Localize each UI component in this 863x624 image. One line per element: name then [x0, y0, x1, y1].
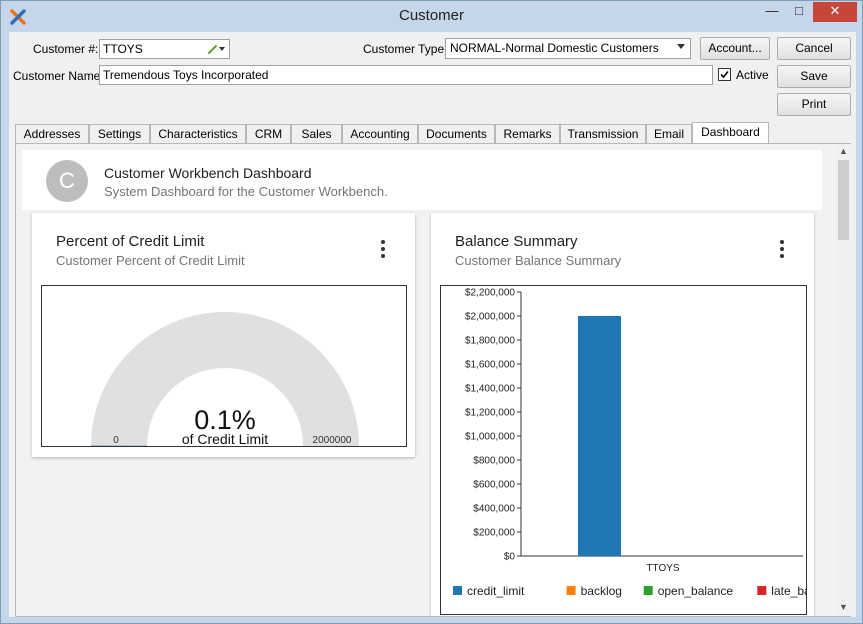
tab-transmission[interactable]: Transmission — [560, 124, 646, 144]
credit-card-subtitle: Customer Percent of Credit Limit — [56, 253, 245, 268]
tab-addresses[interactable]: Addresses — [15, 124, 89, 144]
bar-credit_limit — [578, 316, 621, 556]
gauge-max-label: 2000000 — [313, 435, 352, 446]
customer-name-label: Customer Name: — [13, 69, 104, 83]
chevron-down-icon — [677, 44, 685, 49]
balance-bar-chart: $0 $200,000 $400,000 $600,000 $800,000 $1,000… — [453, 288, 807, 598]
balance-summary-card: Balance Summary Customer Balance Summary… — [431, 213, 814, 616]
dashboard-header: C Customer Workbench Dashboard System Da… — [22, 150, 822, 210]
account-button[interactable]: Account... — [700, 37, 770, 60]
y-tick-label: $1,000,000 — [465, 432, 515, 443]
y-tick-label: $1,800,000 — [465, 336, 515, 347]
x-tick-label: TTOYS — [646, 563, 679, 574]
tab-remarks[interactable]: Remarks — [495, 124, 560, 144]
tab-characteristics[interactable]: Characteristics — [150, 124, 246, 144]
customer-number-label: Customer #: — [33, 42, 99, 56]
y-tick-label: $0 — [504, 552, 516, 563]
dashboard-panel: C Customer Workbench Dashboard System Da… — [15, 143, 851, 617]
save-button[interactable]: Save — [777, 65, 851, 88]
legend-swatch-backlog — [566, 586, 576, 595]
legend-label-late_balance: late_balance — [771, 584, 807, 598]
tab-dashboard[interactable]: Dashboard — [692, 122, 769, 145]
credit-limit-card: Percent of Credit Limit Customer Percent… — [32, 213, 415, 457]
active-checkbox[interactable] — [718, 68, 731, 81]
credit-card-menu-icon[interactable] — [381, 240, 385, 261]
balance-card-menu-icon[interactable] — [780, 240, 784, 261]
avatar: C — [46, 160, 88, 202]
legend-swatch-open_balance — [643, 586, 653, 595]
customer-type-label: Customer Type: — [363, 42, 448, 56]
xtuple-logo-icon — [10, 9, 26, 25]
y-tick-label: $2,000,000 — [465, 312, 515, 323]
gauge-value-text: 0.1% — [194, 405, 256, 435]
title-bar: Customer — □ ✕ — [1, 1, 862, 32]
chevron-down-icon[interactable] — [219, 47, 225, 51]
tab-sales[interactable]: Sales — [291, 124, 342, 144]
legend-swatch-late_balance — [757, 586, 767, 595]
dashboard-title: Customer Workbench Dashboard — [104, 165, 312, 181]
gauge-min-label: 0 — [113, 435, 119, 446]
tab-settings[interactable]: Settings — [89, 124, 150, 144]
y-tick-label: $800,000 — [473, 456, 515, 467]
legend-label-open_balance: open_balance — [658, 584, 734, 598]
tab-accounting[interactable]: Accounting — [342, 124, 418, 144]
y-tick-label: $2,200,000 — [465, 288, 515, 299]
dashboard-subtitle: System Dashboard for the Customer Workbe… — [104, 184, 388, 199]
check-icon — [720, 70, 729, 79]
gauge-caption: of Credit Limit — [182, 431, 268, 447]
customer-number-field[interactable]: TTOYS — [99, 39, 230, 59]
credit-card-title: Percent of Credit Limit — [56, 233, 205, 250]
dashboard-area: C Customer Workbench Dashboard System Da… — [16, 144, 836, 616]
credit-gauge-frame: 0.1% of Credit Limit 0 2000000 — [41, 285, 407, 447]
balance-card-title: Balance Summary — [455, 233, 578, 250]
maximize-icon[interactable]: □ — [795, 3, 803, 18]
vertical-scrollbar[interactable]: ▲ ▼ — [836, 144, 851, 616]
window-title: Customer — [398, 7, 465, 24]
customer-type-select[interactable]: NORMAL-Normal Domestic Customers — [445, 38, 691, 59]
y-tick-label: $1,400,000 — [465, 384, 515, 395]
customer-type-value: NORMAL-Normal Domestic Customers — [450, 41, 659, 55]
tab-documents[interactable]: Documents — [418, 124, 495, 144]
client-area: Customer #: TTOYS Customer Type: NORMAL-… — [9, 32, 856, 617]
tab-email[interactable]: Email — [646, 124, 692, 144]
balance-chart-frame: $0 $200,000 $400,000 $600,000 $800,000 $1,000… — [440, 285, 807, 615]
legend-label-backlog: backlog — [581, 584, 622, 598]
y-tick-label: $400,000 — [473, 504, 515, 515]
y-tick-label: $200,000 — [473, 528, 515, 539]
gauge-track — [91, 312, 359, 446]
y-tick-label: $1,600,000 — [465, 360, 515, 371]
scroll-up-icon[interactable]: ▲ — [839, 146, 848, 156]
scroll-down-icon[interactable]: ▼ — [839, 602, 848, 612]
legend-swatch-credit_limit — [453, 586, 462, 595]
legend-label-credit_limit: credit_limit — [467, 584, 525, 598]
y-tick-label: $1,200,000 — [465, 408, 515, 419]
active-label: Active — [736, 68, 769, 82]
balance-card-subtitle: Customer Balance Summary — [455, 253, 622, 268]
minimize-icon[interactable]: — — [765, 3, 779, 18]
credit-gauge: 0.1%of Credit Limit 0 2000000 — [91, 312, 359, 447]
cancel-button[interactable]: Cancel — [777, 37, 851, 60]
y-tick-label: $600,000 — [473, 480, 515, 491]
customer-name-field[interactable]: Tremendous Toys Incorporated — [99, 65, 713, 85]
scrollbar-thumb[interactable] — [838, 160, 849, 240]
tab-crm[interactable]: CRM — [246, 124, 291, 144]
pencil-icon[interactable] — [207, 43, 219, 55]
close-icon[interactable]: ✕ — [813, 2, 857, 22]
customer-number-value: TTOYS — [103, 42, 143, 56]
print-button[interactable]: Print — [777, 93, 851, 116]
